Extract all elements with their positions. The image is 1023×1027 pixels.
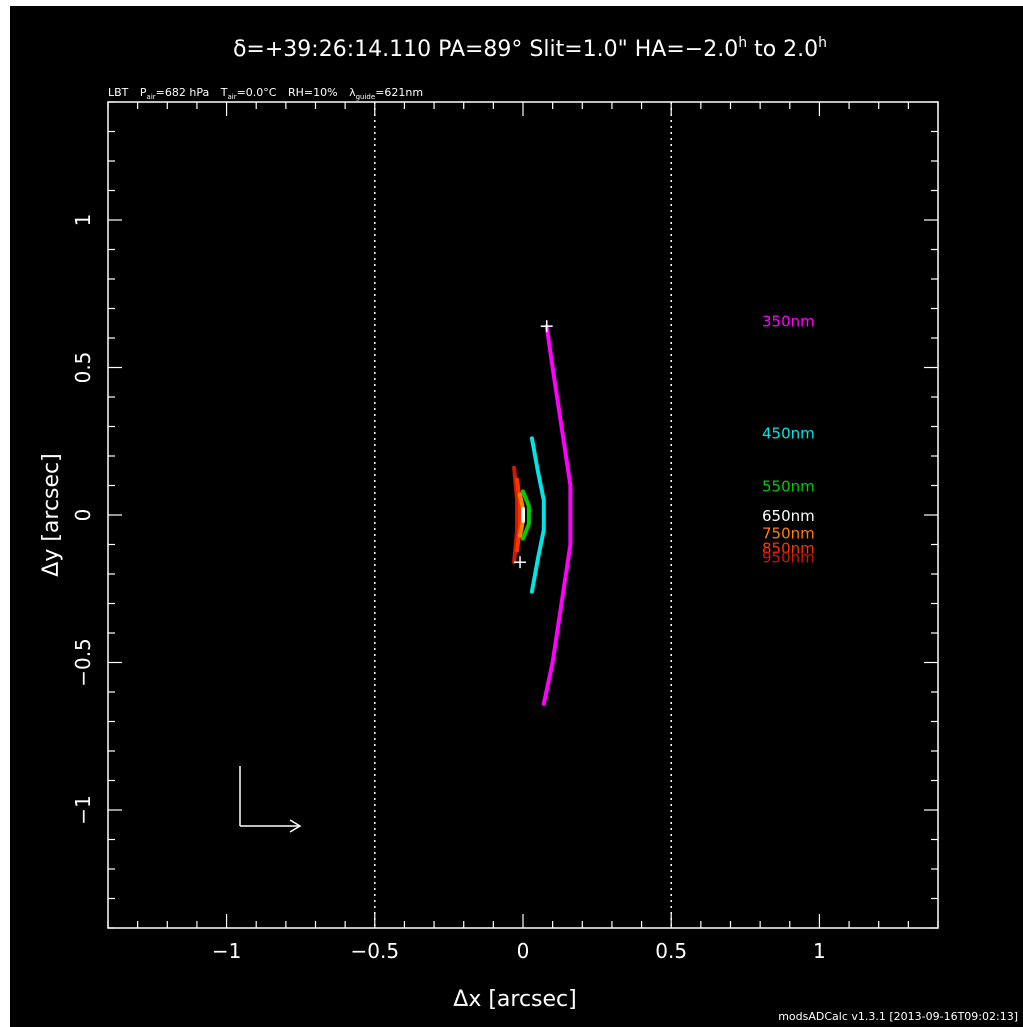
- y-tick-label: −1: [71, 795, 95, 824]
- x-tick-label: 1: [813, 939, 826, 963]
- series-line-850nm: [515, 477, 522, 553]
- series-line-950nm: [512, 465, 520, 565]
- software-version-footer: modsADCalc v1.3.1 [2013-09-16T09:02:13]: [778, 1010, 1018, 1023]
- series-group: [512, 324, 573, 706]
- x-tick-labels: −1 −0.5 0 0.5 1: [212, 939, 826, 963]
- y-tick-label: −0.5: [71, 638, 95, 687]
- east-arrowhead: [289, 819, 302, 833]
- plot-canvas: δ=+39:26:14.110 PA=89° Slit=1.0" HA=−2.0…: [10, 6, 1023, 1027]
- x-tick-label: 0: [517, 939, 530, 963]
- atmospheric-dispersion-chart: δ=+39:26:14.110 PA=89° Slit=1.0" HA=−2.0…: [39, 35, 1018, 1023]
- orientation-arrows: [239, 766, 302, 833]
- y-tick-label: 0: [71, 509, 95, 522]
- series-label-750nm: 750nm: [762, 525, 815, 543]
- y-tick-labels: −1 −0.5 0 0.5 1: [71, 214, 95, 825]
- series-label-550nm: 550nm: [762, 478, 815, 496]
- series-label-950nm: 950nm: [762, 548, 815, 566]
- chart-subtitle: LBT Pair=682 hPa Tair=0.0°C RH=10% λguid…: [108, 86, 423, 101]
- endpoint-markers: [514, 320, 553, 569]
- x-tick-label: 0.5: [655, 939, 687, 963]
- x-axis-label: Δx [arcsec]: [453, 987, 576, 1012]
- series-label-350nm: 350nm: [762, 312, 815, 330]
- series-line-550nm: [521, 489, 531, 541]
- series-label-450nm: 450nm: [762, 424, 815, 442]
- series-label-850nm: 850nm: [762, 539, 815, 557]
- chart-title: δ=+39:26:14.110 PA=89° Slit=1.0" HA=−2.0…: [233, 35, 827, 62]
- series-line-450nm: [529, 436, 546, 594]
- series-label-650nm: 650nm: [762, 507, 815, 525]
- x-tick-label: −0.5: [350, 939, 399, 963]
- y-tick-label: 0.5: [71, 352, 95, 384]
- x-tick-label: −1: [212, 939, 241, 963]
- series-line-350nm: [541, 324, 573, 706]
- y-tick-label: 1: [71, 214, 95, 227]
- y-axis-label: Δy [arcsec]: [39, 453, 64, 576]
- axis-ticks: [107, 101, 939, 929]
